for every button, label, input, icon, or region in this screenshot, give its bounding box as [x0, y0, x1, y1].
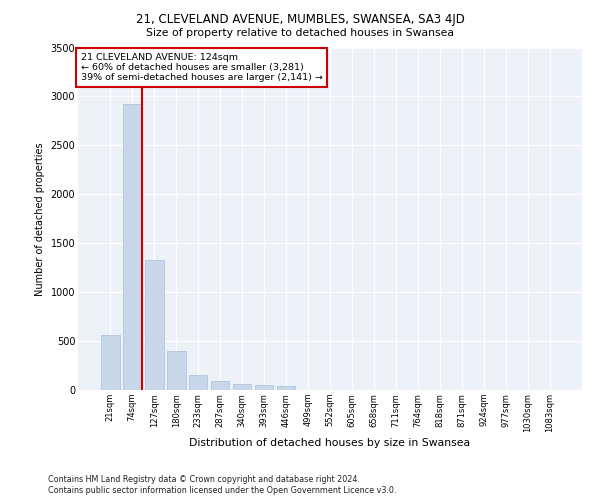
- Bar: [167, 351, 185, 390]
- Y-axis label: Number of detached properties: Number of detached properties: [35, 142, 45, 296]
- Bar: [277, 386, 295, 390]
- Text: Distribution of detached houses by size in Swansea: Distribution of detached houses by size …: [190, 438, 470, 448]
- Text: Contains HM Land Registry data © Crown copyright and database right 2024.: Contains HM Land Registry data © Crown c…: [48, 475, 360, 484]
- Text: 21 CLEVELAND AVENUE: 124sqm
← 60% of detached houses are smaller (3,281)
39% of : 21 CLEVELAND AVENUE: 124sqm ← 60% of det…: [80, 52, 322, 82]
- Bar: [123, 104, 142, 390]
- Bar: [145, 260, 164, 390]
- Text: Size of property relative to detached houses in Swansea: Size of property relative to detached ho…: [146, 28, 454, 38]
- Bar: [233, 384, 251, 390]
- Text: 21, CLEVELAND AVENUE, MUMBLES, SWANSEA, SA3 4JD: 21, CLEVELAND AVENUE, MUMBLES, SWANSEA, …: [136, 12, 464, 26]
- Bar: [255, 384, 274, 390]
- Bar: [211, 381, 229, 390]
- Bar: [101, 335, 119, 390]
- Bar: [189, 375, 208, 390]
- Text: Contains public sector information licensed under the Open Government Licence v3: Contains public sector information licen…: [48, 486, 397, 495]
